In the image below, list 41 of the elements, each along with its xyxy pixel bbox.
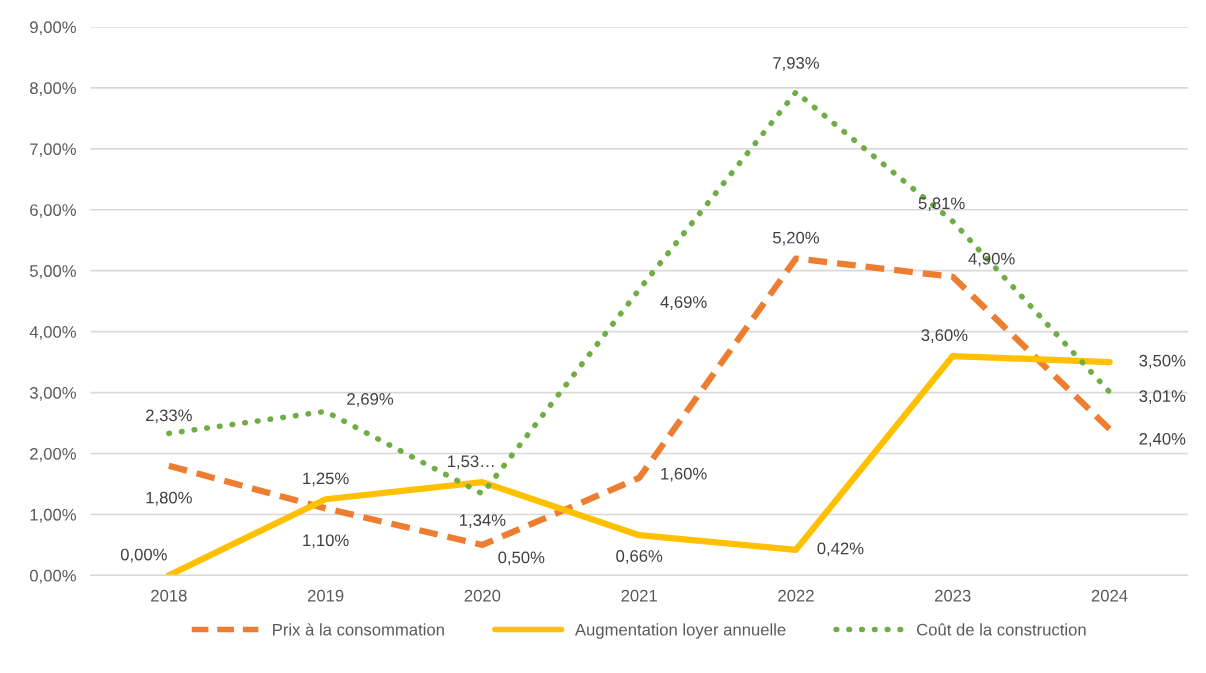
data-label: 0,42% xyxy=(817,542,864,557)
x-tick-label: 2019 xyxy=(307,589,344,602)
data-label: 5,20% xyxy=(773,231,819,246)
y-tick-label: 1,00% xyxy=(30,508,76,523)
data-label: 3,60% xyxy=(921,329,968,344)
y-tick-label: 2,00% xyxy=(30,447,76,462)
y-tick-label: 4,00% xyxy=(29,326,76,340)
y-tick-label: 8,00% xyxy=(30,82,76,97)
data-label: 1,53… xyxy=(448,455,494,470)
data-label: 0,50% xyxy=(498,551,545,566)
x-tick-label: 2022 xyxy=(778,589,814,602)
x-tick-label: 2023 xyxy=(935,589,971,602)
data-label: 2,33% xyxy=(146,409,192,424)
data-label: 1,34% xyxy=(460,514,506,528)
legend-label: Coût de la construction xyxy=(917,623,1086,636)
y-tick-label: 0,00% xyxy=(29,569,76,584)
x-tick-label: 2020 xyxy=(464,589,501,602)
data-label: 4,90% xyxy=(968,252,1015,267)
x-tick-label: 2018 xyxy=(151,589,187,602)
data-label: 5,81% xyxy=(918,197,965,212)
data-label: 2,69% xyxy=(347,393,394,407)
data-label: 1,60% xyxy=(661,467,707,482)
x-tick-label: 2021 xyxy=(621,589,657,602)
data-label: 1,80% xyxy=(146,491,192,506)
legend-label: Augmentation loyer annuelle xyxy=(574,623,786,639)
data-label: 3,50% xyxy=(1139,354,1186,369)
legend-label: Prix à la consommation xyxy=(273,623,444,636)
data-label: 4,69% xyxy=(660,296,707,310)
data-label: 0,66% xyxy=(616,550,663,564)
y-tick-label: 9,00% xyxy=(30,21,76,36)
data-label: 3,01% xyxy=(1139,390,1186,404)
y-tick-label: 3,00% xyxy=(29,386,76,401)
x-tick-label: 2024 xyxy=(1091,589,1128,602)
y-tick-label: 5,00% xyxy=(29,265,76,279)
y-tick-label: 6,00% xyxy=(30,204,76,218)
data-label: 1,10% xyxy=(303,534,349,549)
data-label: 1,25% xyxy=(303,472,349,487)
data-label: 2,40% xyxy=(1139,432,1186,447)
y-tick-label: 7,00% xyxy=(30,143,76,157)
data-label: 0,00% xyxy=(120,548,167,563)
data-label: 7,93% xyxy=(773,57,819,71)
